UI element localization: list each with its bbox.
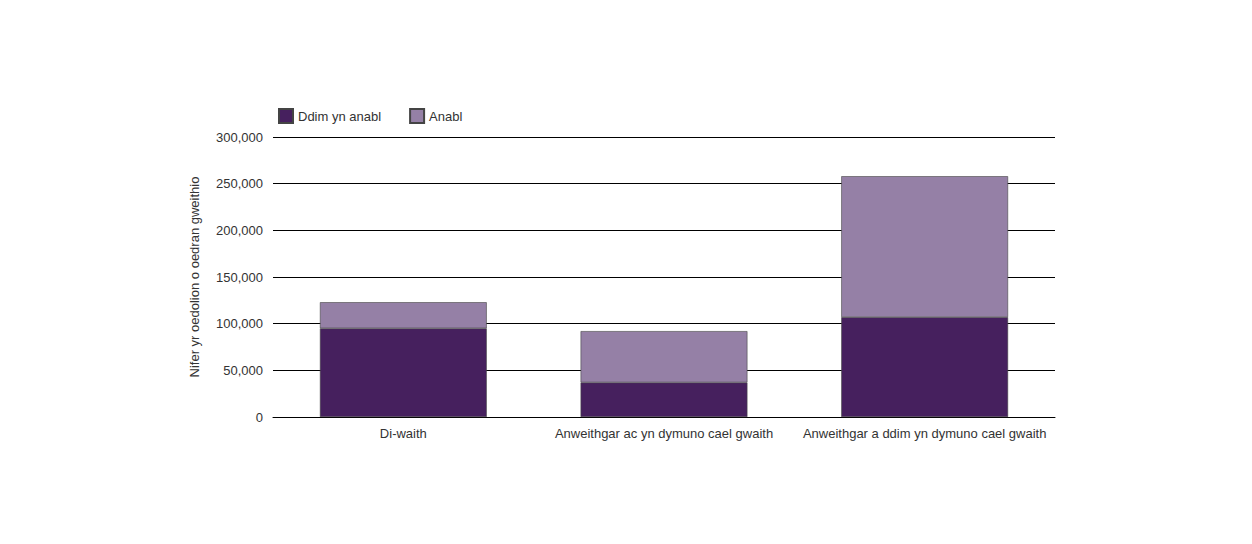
svg-text:Anweithgar a ddim yn dymuno ca: Anweithgar a ddim yn dymuno cael gwaith — [803, 426, 1047, 441]
svg-text:150,000: 150,000 — [216, 270, 263, 285]
svg-text:Anweithgar ac yn dymuno cael g: Anweithgar ac yn dymuno cael gwaith — [555, 426, 773, 441]
svg-text:0: 0 — [256, 410, 263, 425]
svg-text:Di-waith: Di-waith — [380, 426, 427, 441]
svg-text:50,000: 50,000 — [223, 363, 263, 378]
svg-text:250,000: 250,000 — [216, 176, 263, 191]
svg-text:Ddim yn anabl: Ddim yn anabl — [298, 109, 381, 124]
svg-text:100,000: 100,000 — [216, 316, 263, 331]
svg-text:Nifer yr oedolion o oedran gwe: Nifer yr oedolion o oedran gweithio — [187, 177, 202, 378]
svg-text:300,000: 300,000 — [216, 130, 263, 145]
svg-text:200,000: 200,000 — [216, 223, 263, 238]
svg-text:Anabl: Anabl — [429, 109, 462, 124]
